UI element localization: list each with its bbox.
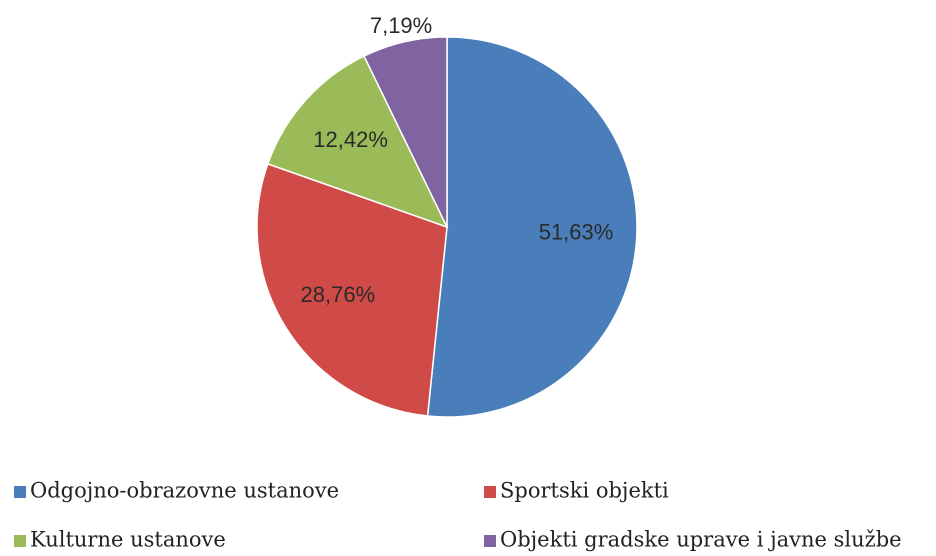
data-label: 51,63% [539, 219, 614, 244]
pie-slice [426, 36, 638, 418]
legend-label: Objekti gradske uprave i javne službe [500, 528, 902, 552]
legend-swatch [14, 486, 26, 498]
data-label: 12,42% [313, 127, 388, 152]
data-label: 28,76% [301, 282, 376, 307]
pie-slice [363, 36, 448, 228]
legend-label: Odgojno-obrazovne ustanove [30, 479, 339, 503]
data-label: 7,19% [370, 13, 432, 38]
legend-swatch [484, 486, 496, 498]
pie-slice [266, 55, 449, 229]
pie-slice [256, 162, 448, 417]
legend-swatch [484, 535, 496, 547]
legend-label: Kulturne ustanove [30, 528, 226, 552]
legend-label: Sportski objekti [500, 479, 669, 503]
legend-swatch [14, 535, 26, 547]
